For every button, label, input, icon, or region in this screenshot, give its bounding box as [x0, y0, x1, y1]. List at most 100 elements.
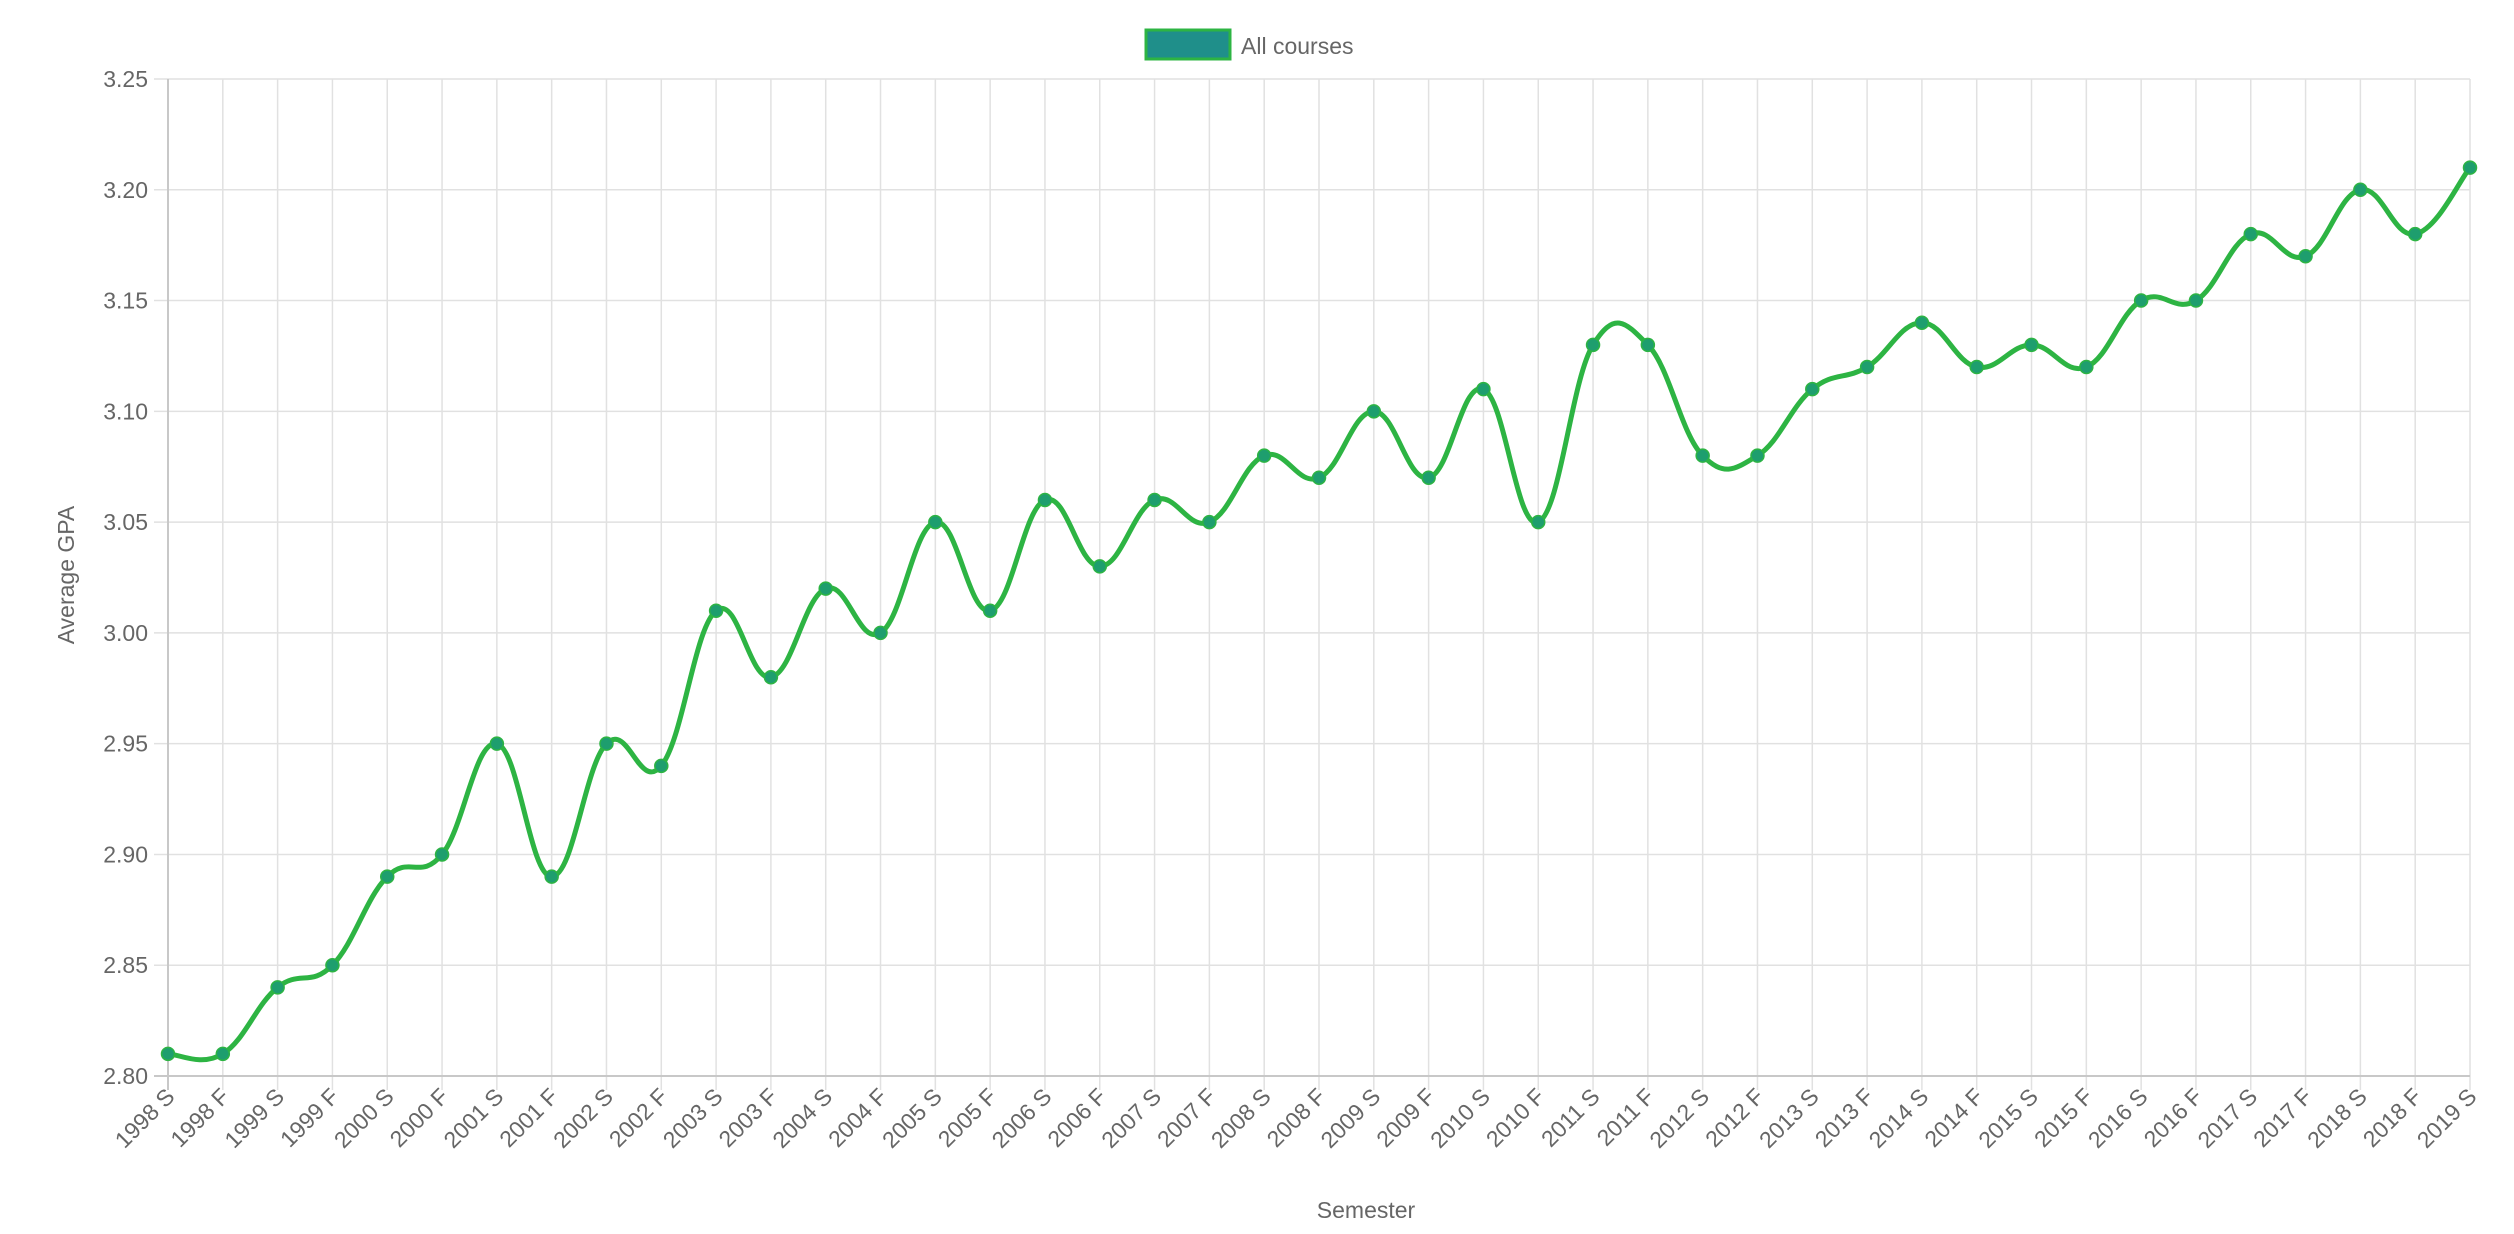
- x-tick-label: 2015 F: [2029, 1083, 2098, 1152]
- x-tick-label: 2016 S: [2083, 1083, 2153, 1153]
- data-point[interactable]: [544, 869, 559, 884]
- data-point[interactable]: [873, 625, 888, 641]
- x-tick-label: 2001 F: [494, 1083, 563, 1152]
- x-tick-label: 1999 S: [219, 1083, 289, 1153]
- data-point[interactable]: [1805, 381, 1820, 397]
- data-point[interactable]: [2243, 226, 2259, 242]
- data-point[interactable]: [1147, 492, 1162, 508]
- x-tick-label: 2005 F: [933, 1083, 1002, 1152]
- x-tick-label: 2002 S: [548, 1083, 618, 1153]
- data-point[interactable]: [928, 514, 943, 530]
- data-point[interactable]: [1366, 404, 1382, 419]
- data-point[interactable]: [1695, 448, 1710, 463]
- data-point[interactable]: [434, 847, 450, 862]
- x-tick-label: 2017 F: [2248, 1083, 2317, 1152]
- data-point[interactable]: [1859, 359, 1875, 375]
- data-point[interactable]: [1476, 381, 1491, 397]
- data-point[interactable]: [1256, 448, 1272, 463]
- x-tick-label: 2010 F: [1481, 1083, 1550, 1152]
- x-tick-label: 2009 F: [1371, 1083, 1440, 1152]
- data-point[interactable]: [1969, 359, 1984, 375]
- data-point[interactable]: [982, 603, 998, 618]
- x-tick-label: 2005 S: [877, 1083, 947, 1153]
- data-point[interactable]: [2079, 359, 2094, 375]
- x-tick-label: 2013 F: [1810, 1083, 1879, 1152]
- x-tick-label: 2018 F: [2358, 1083, 2427, 1152]
- y-tick-label: 2.90: [103, 841, 148, 867]
- x-tick-label: 2003 F: [713, 1083, 782, 1152]
- data-point[interactable]: [599, 736, 614, 751]
- data-point[interactable]: [2353, 182, 2368, 198]
- y-tick-label: 2.80: [103, 1063, 148, 1089]
- y-tick-label: 2.95: [103, 731, 148, 757]
- y-tick-label: 3.20: [103, 177, 148, 203]
- x-tick-label: 2019 S: [2412, 1083, 2482, 1153]
- x-tick-label: 2008 S: [1206, 1083, 1276, 1153]
- data-point[interactable]: [1421, 470, 1436, 486]
- x-tick-label: 2006 S: [987, 1083, 1057, 1153]
- x-tick-label: 2009 S: [1315, 1083, 1385, 1153]
- y-tick-label: 2.85: [103, 952, 148, 978]
- y-tick-label: 3.10: [103, 398, 148, 424]
- x-tick-label: 2001 S: [438, 1083, 508, 1153]
- data-point[interactable]: [1311, 470, 1327, 486]
- x-tick-label: 2011 S: [1536, 1083, 1605, 1152]
- data-point[interactable]: [2407, 226, 2423, 242]
- y-tick-label: 3.25: [103, 66, 148, 92]
- data-point[interactable]: [1914, 315, 1930, 330]
- y-tick-label: 3.05: [103, 509, 148, 535]
- data-point[interactable]: [2024, 337, 2039, 353]
- x-tick-label: 2004 F: [823, 1083, 892, 1152]
- y-tick-label: 3.00: [103, 620, 148, 646]
- data-point[interactable]: [270, 980, 285, 995]
- x-tick-label: 2014 F: [1919, 1083, 1988, 1152]
- x-tick-label: 1999 F: [275, 1083, 344, 1152]
- gridlines: [154, 78, 2471, 1090]
- x-tick-label: 2012 F: [1700, 1083, 1769, 1152]
- data-point[interactable]: [2133, 293, 2149, 308]
- x-tick-label: 2016 F: [2138, 1083, 2207, 1152]
- x-tick-label: 2007 S: [1096, 1083, 1166, 1153]
- data-point[interactable]: [1037, 492, 1053, 508]
- data-point[interactable]: [2298, 248, 2313, 264]
- x-tick-label: 2006 F: [1042, 1083, 1111, 1152]
- data-point[interactable]: [1750, 448, 1765, 463]
- data-point[interactable]: [763, 669, 779, 685]
- legend-swatch[interactable]: [1144, 28, 1232, 61]
- data-point[interactable]: [1092, 559, 1108, 574]
- data-point[interactable]: [160, 1046, 176, 1062]
- x-tick-label: 2018 S: [2302, 1083, 2372, 1153]
- legend-label[interactable]: All courses: [1241, 33, 1353, 59]
- x-tick-label: 2003 S: [658, 1083, 728, 1153]
- x-tick-label: 2014 S: [1864, 1083, 1934, 1153]
- data-points: [160, 160, 2478, 1062]
- data-point[interactable]: [2462, 160, 2478, 175]
- data-point[interactable]: [654, 758, 669, 774]
- x-tick-label: 2002 F: [604, 1083, 673, 1152]
- legend[interactable]: All courses: [1144, 28, 1353, 61]
- x-tick-label: 2017 S: [2192, 1083, 2262, 1153]
- data-point[interactable]: [325, 957, 340, 973]
- x-tick-label: 1998 S: [110, 1083, 180, 1153]
- x-tick-label: 2000 F: [385, 1083, 454, 1152]
- data-point[interactable]: [1640, 337, 1656, 353]
- data-point[interactable]: [215, 1046, 231, 1062]
- data-point[interactable]: [489, 736, 505, 751]
- x-tick-label: 2010 S: [1425, 1083, 1495, 1153]
- x-tick-label: 1998 F: [165, 1083, 234, 1152]
- x-tick-label: 2015 S: [1973, 1083, 2043, 1153]
- x-tick-label: 2007 F: [1152, 1083, 1221, 1152]
- data-point[interactable]: [1530, 514, 1546, 530]
- y-axis-ticks: 2.80 2.85 2.90 2.95 3.00 3.05 3.10 3.15 3.20 3.25: [103, 66, 148, 1089]
- x-tick-label: 2008 F: [1262, 1083, 1331, 1152]
- data-point[interactable]: [2188, 293, 2204, 308]
- data-point[interactable]: [708, 603, 724, 618]
- x-tick-label: 2004 S: [767, 1083, 837, 1153]
- data-point[interactable]: [818, 581, 833, 596]
- data-point[interactable]: [379, 869, 395, 884]
- data-point[interactable]: [1585, 337, 1601, 353]
- data-point[interactable]: [1202, 514, 1217, 530]
